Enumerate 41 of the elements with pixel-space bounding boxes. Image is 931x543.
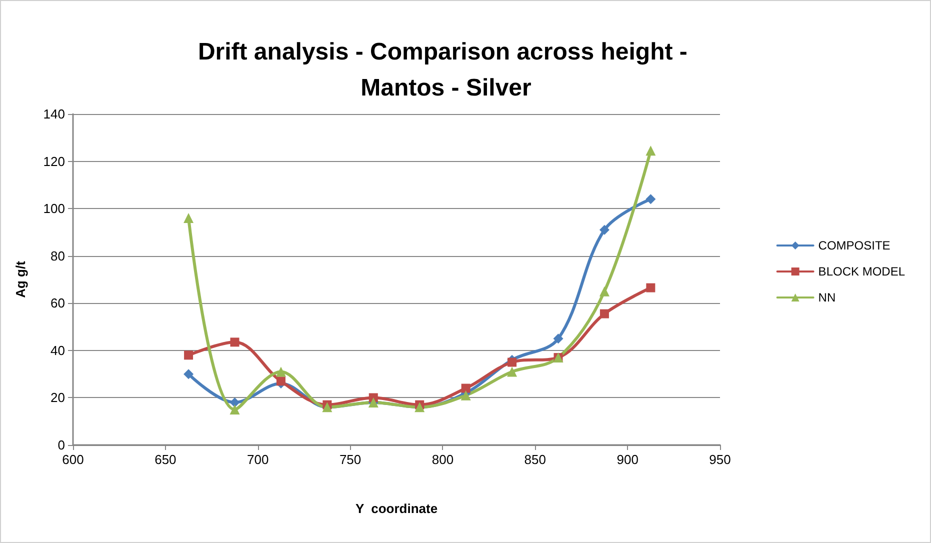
x-axis-title: Y coordinate <box>355 501 438 516</box>
y-tick-label: 20 <box>50 390 65 406</box>
point <box>460 390 471 400</box>
point <box>276 366 286 377</box>
y-tick-label: 80 <box>50 248 65 264</box>
legend-label: BLOCK MODEL <box>818 264 906 278</box>
y-tick-label: 0 <box>58 438 65 452</box>
y-tick-label: 60 <box>50 296 65 311</box>
point <box>600 309 609 318</box>
point <box>184 350 194 360</box>
y-tick-label: 120 <box>43 154 65 169</box>
y-tick-label: 40 <box>50 342 65 358</box>
point <box>508 358 517 367</box>
point <box>461 384 470 393</box>
legend-label: NN <box>818 290 836 304</box>
x-tick-label: 600 <box>62 452 84 467</box>
point <box>184 213 194 224</box>
point <box>184 369 194 380</box>
point <box>599 286 610 296</box>
point <box>553 334 564 344</box>
y-tick-label: 140 <box>43 106 65 122</box>
x-tick-label: 750 <box>339 452 362 467</box>
point <box>230 338 240 347</box>
point <box>230 404 240 415</box>
legend-label: COMPOSITE <box>818 238 890 252</box>
point <box>646 194 656 204</box>
x-tick-label: 950 <box>709 452 731 467</box>
y-axis-title: Ag g/t <box>13 260 28 298</box>
chart-title: Drift analysis - Comparison across height - Mantos - Silver <box>198 38 694 102</box>
x-tick-label: 700 <box>247 452 269 467</box>
point <box>507 366 518 377</box>
point <box>599 224 610 235</box>
x-tick-label: 850 <box>524 452 546 467</box>
point <box>230 397 240 408</box>
point <box>646 283 656 292</box>
x-tick-label: 800 <box>432 452 454 467</box>
x-tick-label: 900 <box>616 452 638 467</box>
y-tick-label: 100 <box>43 201 65 216</box>
x-tick-label: 650 <box>154 452 176 467</box>
point <box>276 376 286 386</box>
point <box>646 146 656 156</box>
